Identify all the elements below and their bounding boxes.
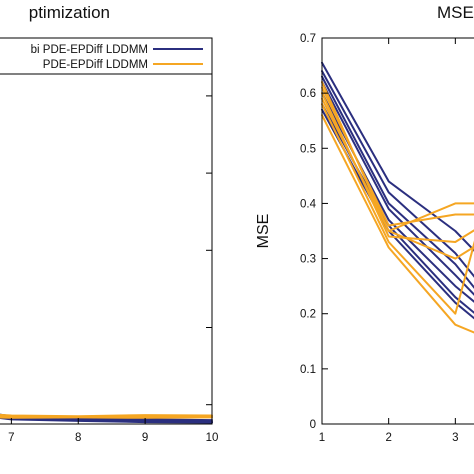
right-axis-frame: [321, 37, 474, 425]
right-plot-area: [321, 61, 474, 334]
right-ticks: 1 2 3 0 0.1 0.2 0.3 0.4 0.5 0.6 0.7: [300, 33, 459, 444]
left-legend: bi PDE-EPDiff LDDMM PDE-EPDiff LDDMM: [0, 37, 213, 75]
right-y-tick-label-6: 0.6: [300, 88, 316, 100]
left-x-tick-label-2: 9: [142, 432, 148, 444]
left-chart-title: ptimization: [29, 3, 110, 22]
right-series-line-blue-3: [321, 81, 474, 296]
left-x-tick-label-1: 8: [75, 432, 81, 444]
right-y-tick-label-4: 0.4: [300, 198, 317, 210]
right-series-line-blue-2: [321, 75, 474, 289]
right-series-line-blue-6: [321, 108, 474, 320]
left-x-ticks: 7 8 9 10: [8, 38, 218, 444]
right-x-tick-label-2: 3: [452, 432, 458, 444]
right-series-line-orange-10: [321, 97, 474, 260]
left-legend-box: [0, 37, 213, 75]
legend-label-blue: bi PDE-EPDiff LDDMM: [31, 44, 148, 56]
right-series-line-orange-8: [321, 86, 474, 227]
right-y-tick-label-5: 0.5: [300, 143, 316, 155]
right-y-tick-label-3: 0.3: [300, 254, 316, 266]
right-y-axis-label: MSE: [255, 214, 272, 249]
right-series-line-orange-12: [321, 114, 474, 334]
legend-label-orange: PDE-EPDiff LDDMM: [43, 59, 148, 71]
left-x-tick-label-3: 10: [206, 432, 219, 444]
right-chart-title: MSE: [437, 3, 474, 22]
left-chart: ptimization 7 8 9 10 bi PDE-EPDiff LDDMM PD…: [0, 3, 218, 444]
right-series-line-blue-0: [321, 61, 474, 252]
right-series-line-orange-11: [321, 103, 474, 315]
right-series-line-blue-1: [321, 70, 474, 278]
right-series-line-orange-9: [321, 92, 474, 243]
right-y-tick-label-1: 0.1: [300, 364, 316, 376]
left-axis-frame: [0, 37, 213, 425]
right-y-tick-label-2: 0.2: [300, 309, 316, 321]
left-x-tick-label-0: 7: [8, 432, 14, 444]
right-y-tick-label-7: 0.7: [300, 33, 316, 45]
right-y-tick-label-0: 0: [310, 419, 316, 431]
right-x-tick-label-0: 1: [319, 432, 325, 444]
left-plot-area: [0, 413, 213, 424]
right-x-tick-label-1: 2: [385, 432, 391, 444]
right-chart: MSE MSE 1 2 3 0 0.1 0.2 0.3 0.4 0.5 0.6 0.7: [255, 3, 474, 444]
